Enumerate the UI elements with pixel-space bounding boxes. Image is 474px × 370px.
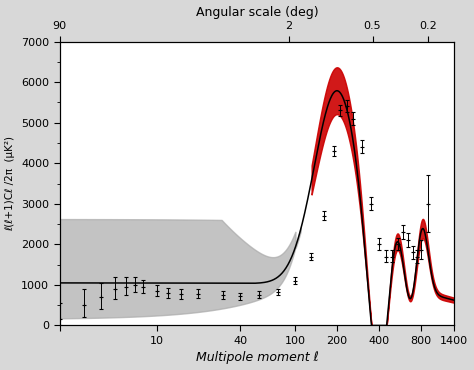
Y-axis label: ℓ(ℓ+1)Cℓ /2π  (μK²): ℓ(ℓ+1)Cℓ /2π (μK²) xyxy=(6,136,16,231)
X-axis label: Multipole moment ℓ: Multipole moment ℓ xyxy=(196,352,319,364)
X-axis label: Angular scale (deg): Angular scale (deg) xyxy=(196,6,319,18)
